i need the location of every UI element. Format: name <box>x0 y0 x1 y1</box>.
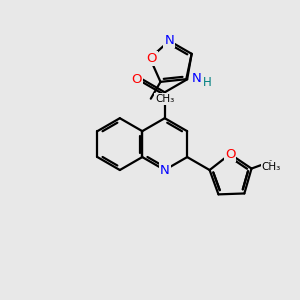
Text: O: O <box>132 73 142 86</box>
Text: CH₃: CH₃ <box>261 162 280 172</box>
Text: O: O <box>225 148 235 160</box>
Text: N: N <box>164 34 174 47</box>
Text: N: N <box>160 164 169 176</box>
Text: CH₃: CH₃ <box>155 94 175 104</box>
Text: H: H <box>203 76 212 89</box>
Text: O: O <box>146 52 157 65</box>
Text: N: N <box>192 72 202 85</box>
